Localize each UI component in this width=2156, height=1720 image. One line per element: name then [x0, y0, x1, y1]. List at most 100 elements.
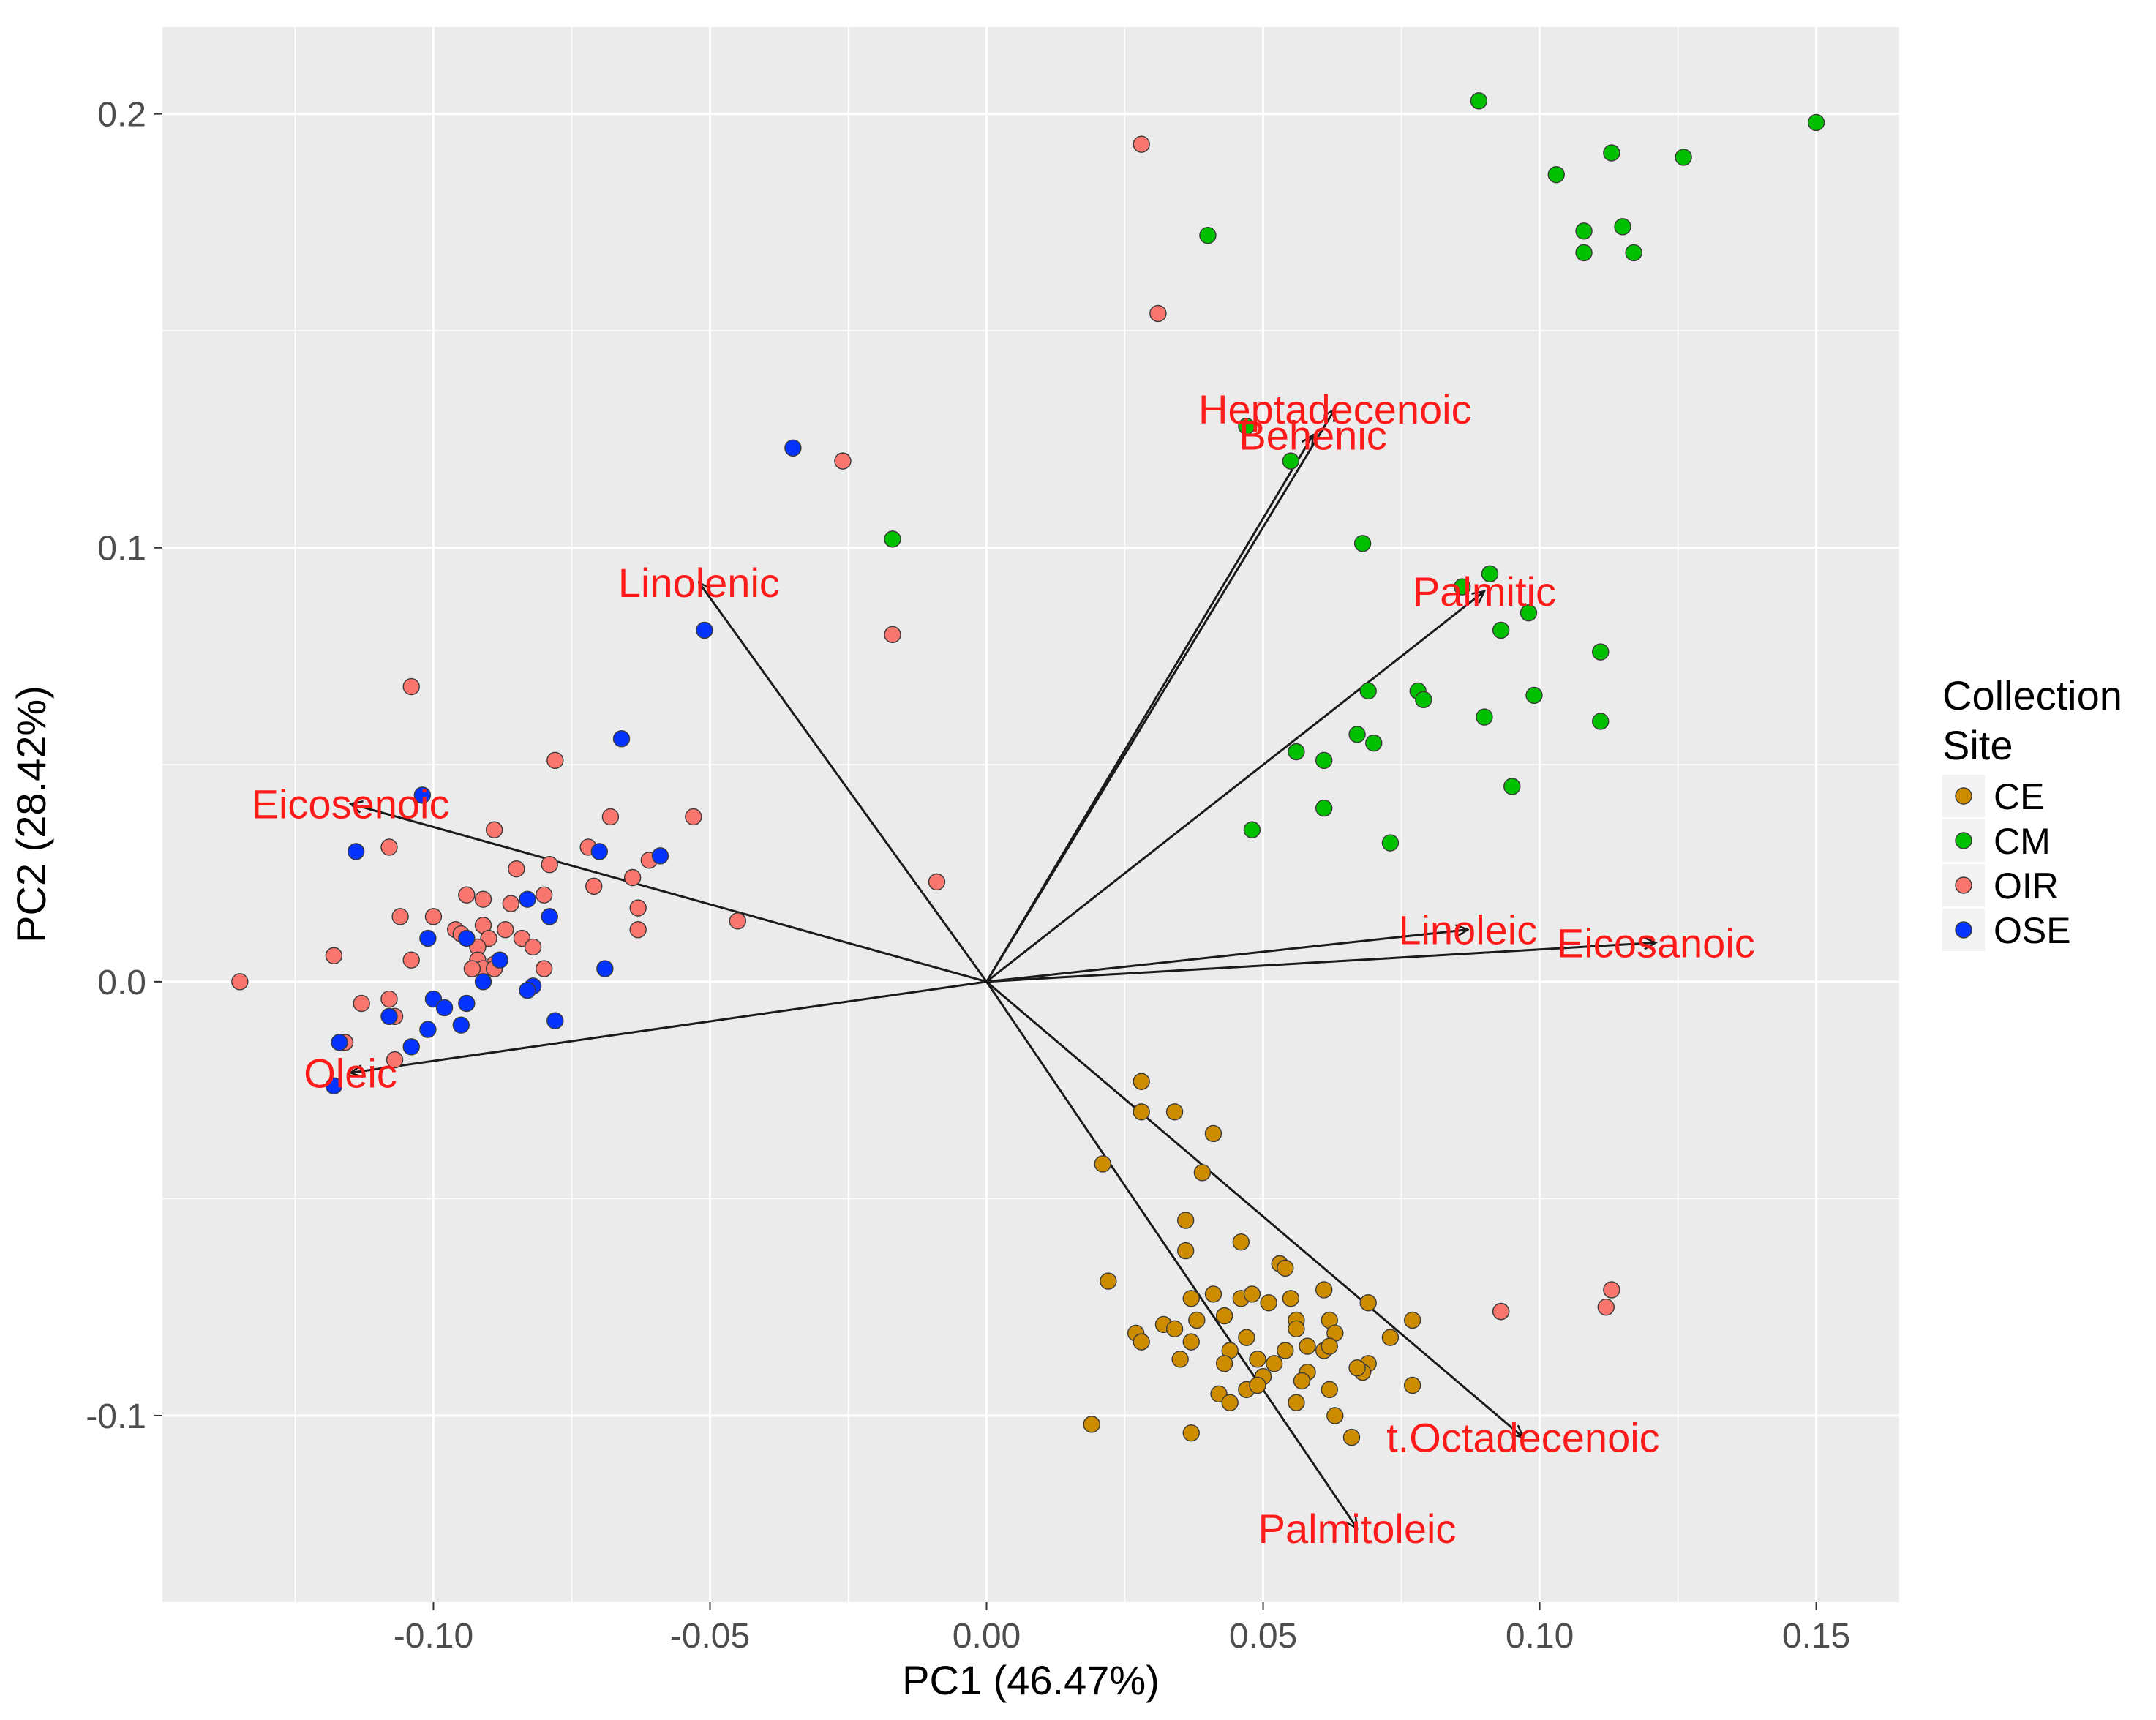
data-point-ose: [590, 843, 608, 860]
data-point-ce: [1277, 1342, 1294, 1359]
data-point-cm: [1807, 113, 1825, 132]
data-point-oir: [231, 973, 249, 991]
loading-label: t.Octadecenoic: [1386, 1415, 1660, 1461]
loading-label: Behenic: [1239, 413, 1386, 459]
data-point-ose: [784, 439, 802, 457]
data-point-cm: [1592, 713, 1610, 730]
data-point-oir: [1603, 1281, 1620, 1299]
data-point-ce: [1133, 1103, 1150, 1121]
data-point-ose: [519, 890, 536, 908]
data-point-ose: [651, 847, 669, 865]
y-tick-label: -0.1: [86, 1397, 146, 1436]
data-point-ce: [1342, 1428, 1361, 1446]
data-point-oir: [1492, 1302, 1510, 1321]
data-point-oir: [1597, 1298, 1615, 1316]
data-point-oir: [585, 877, 603, 895]
data-point-cm: [1520, 604, 1538, 622]
data-point-oir: [424, 908, 443, 925]
data-point-oir: [386, 1051, 404, 1069]
x-tick-label: 0.00: [953, 1617, 1021, 1656]
loading-arrow: [985, 435, 1313, 983]
data-point-cm: [1614, 218, 1631, 236]
data-point-ce: [1293, 1372, 1311, 1390]
data-point-oir: [884, 626, 901, 644]
data-point-ose: [458, 929, 476, 947]
data-point-cm: [1575, 244, 1593, 262]
legend-label: OSE: [1994, 910, 2071, 951]
data-point-ce: [1359, 1294, 1377, 1312]
data-point-oir: [1133, 135, 1150, 153]
data-point-cm: [1470, 92, 1488, 110]
data-point-ose: [419, 1021, 437, 1038]
data-point-cm: [884, 530, 901, 548]
y-tick-label: 0.1: [97, 530, 146, 568]
data-point-cm: [1481, 565, 1499, 583]
data-point-ce: [1321, 1337, 1338, 1355]
data-point-cm: [1547, 165, 1565, 184]
data-point-oir: [541, 856, 558, 874]
legend-title-line: Collection: [1942, 672, 2122, 718]
data-point-ce: [1182, 1290, 1200, 1307]
data-point-oir: [353, 994, 370, 1013]
data-point-ce: [1282, 1290, 1300, 1307]
data-point-ce: [1165, 1320, 1184, 1338]
data-point-ce: [1100, 1272, 1117, 1290]
data-point-ce: [1348, 1359, 1366, 1377]
data-point-ose: [325, 1077, 343, 1094]
x-tick-label: 0.15: [1782, 1617, 1850, 1656]
data-point-cm: [1476, 708, 1493, 726]
data-point-ce: [1381, 1329, 1400, 1346]
data-point-cm: [1288, 743, 1305, 761]
data-point-ce: [1182, 1333, 1200, 1351]
loading-label: Palmitic: [1413, 568, 1556, 615]
data-point-ose: [474, 973, 492, 991]
data-point-cm: [1503, 778, 1521, 795]
legend-marker-oir: [1955, 876, 1972, 894]
data-point-oir: [524, 938, 542, 956]
loading-label: Linoleic: [1398, 907, 1537, 953]
data-point-ose: [380, 1007, 398, 1025]
loading-arrow: [699, 582, 988, 983]
data-point-cm: [1415, 691, 1432, 709]
data-point-ose: [331, 1034, 348, 1051]
data-point-cm: [1353, 535, 1372, 552]
data-point-ce: [1188, 1311, 1206, 1329]
data-point-oir: [402, 677, 420, 696]
data-point-ce: [1133, 1333, 1150, 1351]
x-axis: -0.10 -0.05 0.00 0.05 0.10 0.15: [394, 1602, 1850, 1656]
data-point-ce: [1288, 1320, 1305, 1338]
data-point-cm: [1315, 751, 1333, 770]
data-point-ose: [419, 929, 437, 947]
data-point-ce: [1215, 1355, 1233, 1372]
data-point-ce: [1221, 1394, 1239, 1411]
x-tick-label: 0.10: [1506, 1617, 1574, 1656]
data-point-ce: [1176, 1242, 1195, 1260]
loading-arrow: [985, 980, 1523, 1438]
data-point-oir: [629, 899, 647, 917]
data-point-oir: [380, 838, 398, 856]
y-tick-label: 0.2: [97, 96, 146, 135]
loading-arrow: [986, 942, 1656, 983]
data-point-oir: [380, 990, 398, 1008]
data-point-oir: [502, 895, 520, 912]
data-point-oir: [546, 751, 564, 770]
loading-label: Palmitoleic: [1258, 1506, 1457, 1552]
data-point-oir: [1149, 304, 1167, 323]
data-point-ce: [1277, 1259, 1294, 1277]
data-point-ce: [1249, 1351, 1266, 1368]
data-point-ce: [1299, 1337, 1316, 1355]
loading-arrow: [985, 981, 1358, 1528]
loading-arrow: [350, 804, 987, 983]
data-point-ose: [347, 843, 365, 860]
data-point-oir: [485, 821, 503, 838]
grid-minor: [162, 27, 1899, 1602]
loading-arrow: [350, 980, 987, 1073]
grid-major: [162, 27, 1899, 1602]
data-point-cm: [1199, 226, 1217, 244]
data-point-ose: [541, 908, 558, 925]
data-point-oir: [535, 886, 553, 904]
data-point-ce: [1204, 1285, 1222, 1303]
data-point-oir: [458, 886, 476, 904]
data-point-cm: [1238, 417, 1255, 435]
